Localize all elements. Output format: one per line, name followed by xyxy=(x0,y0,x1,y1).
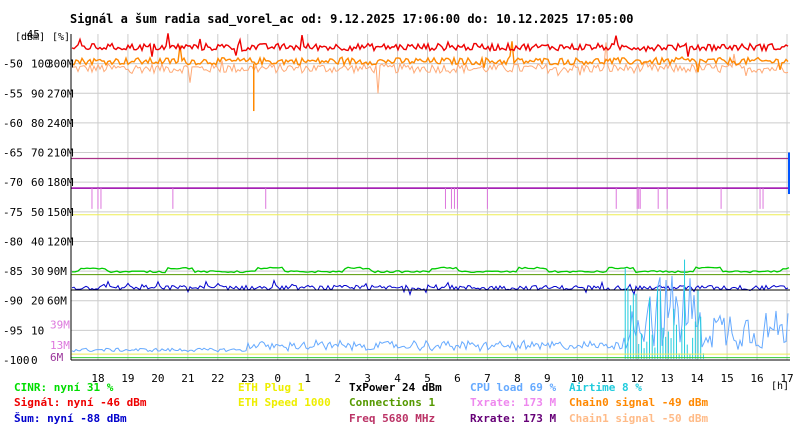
y-tick-rate: 150M xyxy=(47,206,74,219)
x-tick-label: 19 xyxy=(121,372,134,385)
x-tick-label: 5 xyxy=(424,372,431,385)
y-tick-rate: 210M xyxy=(47,147,74,160)
y-tick-percent: 50 xyxy=(31,206,44,219)
x-tick-label: 9 xyxy=(544,372,551,385)
series-signal xyxy=(71,33,789,57)
y-unit-dbm: [dBm] xyxy=(15,32,45,43)
legend-item: Rxrate: 173 M xyxy=(470,412,556,425)
y-unit-percent: [%] xyxy=(52,32,70,43)
plot-layer xyxy=(71,33,790,359)
x-tick-label: 11 xyxy=(601,372,614,385)
y-tick-rate-low: 39M xyxy=(50,318,70,331)
x-tick-label: 6 xyxy=(454,372,461,385)
x-tick-label: 15 xyxy=(720,372,733,385)
y-tick-dbm: -45 xyxy=(20,28,40,41)
y-tick-dbm: -60 xyxy=(3,117,23,130)
x-tick-label: 8 xyxy=(514,372,521,385)
x-tick-label: 3 xyxy=(364,372,371,385)
legend-item: Connections 1 xyxy=(349,396,435,409)
y-tick-rate: 60M xyxy=(47,295,67,308)
y-tick-percent: 40 xyxy=(31,235,44,248)
y-tick-rate-low: 6M xyxy=(50,351,64,364)
legend-item: Chain0 signal -49 dBm xyxy=(569,396,708,409)
x-tick-label: 14 xyxy=(691,372,705,385)
y-tick-dbm: -100 xyxy=(3,354,30,367)
y-tick-rate: 270M xyxy=(47,87,74,100)
x-tick-label: 21 xyxy=(181,372,194,385)
y-tick-rate-low: 13M xyxy=(50,339,70,352)
x-tick-label: 20 xyxy=(151,372,164,385)
y-tick-percent: 70 xyxy=(31,147,44,160)
series-cinr xyxy=(71,266,790,274)
x-tick-label: 23 xyxy=(241,372,254,385)
legend-item: CPU load 69 % xyxy=(470,381,556,394)
x-tick-label: 22 xyxy=(211,372,224,385)
y-tick-percent: 0 xyxy=(31,354,38,367)
y-tick-percent: 90 xyxy=(31,87,44,100)
x-tick-label: 13 xyxy=(661,372,674,385)
y-tick-percent: 20 xyxy=(31,295,44,308)
y-tick-dbm: -70 xyxy=(3,176,23,189)
legend-item: Txrate: 173 M xyxy=(470,396,556,409)
series-chain0-signal xyxy=(71,41,789,73)
series-cpu-load xyxy=(71,275,789,353)
y-tick-dbm: -65 xyxy=(3,147,23,160)
y-tick-rate: 240M xyxy=(47,117,74,130)
x-unit-hours: [h] xyxy=(771,381,789,392)
y-tick-dbm: -55 xyxy=(3,87,23,100)
series-chain1-signal xyxy=(71,42,789,94)
x-tick-label: 18 xyxy=(91,372,104,385)
legend-item: ETH Plug 1 xyxy=(238,381,305,394)
x-tick-label: 16 xyxy=(750,372,763,385)
x-tick-label: 4 xyxy=(394,372,401,385)
legend-item: Signál: nyní -46 dBm xyxy=(14,396,147,409)
x-tick-label: 0 xyxy=(274,372,281,385)
y-tick-percent: 60 xyxy=(31,176,44,189)
x-tick-label: 17 xyxy=(780,372,793,385)
legend-item: Freq 5680 MHz xyxy=(349,412,435,425)
y-tick-rate: 180M xyxy=(47,176,74,189)
x-tick-label: 1 xyxy=(304,372,311,385)
y-tick-dbm: -80 xyxy=(3,235,23,248)
legend-item: CINR: nyní 31 % xyxy=(14,381,114,394)
y-tick-rate: 300M xyxy=(47,58,74,71)
chart-title: Signál a šum radia sad_vorel_ac od: 9.12… xyxy=(70,12,634,27)
y-tick-dbm: -85 xyxy=(3,265,23,278)
legend-item: Chain1 signal -50 dBm xyxy=(569,412,708,425)
legend: CINR: nyní 31 % Signál: nyní -46 dBm Šum: … xyxy=(14,381,708,425)
y-tick-percent: 80 xyxy=(31,117,44,130)
x-tick-label: 7 xyxy=(484,372,491,385)
legend-item: ETH Speed 1000 xyxy=(238,396,331,409)
y-tick-percent: 10 xyxy=(31,324,44,337)
x-tick-label: 10 xyxy=(571,372,584,385)
y-tick-dbm: -50 xyxy=(3,58,23,71)
legend-item: Airtime 8 % xyxy=(569,381,642,394)
legend-item: Šum: nyní -88 dBm xyxy=(14,412,127,425)
y-tick-rate: 120M xyxy=(47,235,74,248)
legend-item: TxPower 24 dBm xyxy=(349,381,442,394)
x-tick-label: 2 xyxy=(334,372,341,385)
x-tick-label: 12 xyxy=(631,372,644,385)
y-tick-percent: 100 xyxy=(31,58,51,71)
y-tick-rate: 90M xyxy=(47,265,67,278)
y-tick-dbm: -95 xyxy=(3,324,23,337)
series-noise xyxy=(71,278,789,297)
y-tick-percent: 30 xyxy=(31,265,44,278)
y-tick-dbm: -90 xyxy=(3,295,23,308)
y-tick-dbm: -75 xyxy=(3,206,23,219)
